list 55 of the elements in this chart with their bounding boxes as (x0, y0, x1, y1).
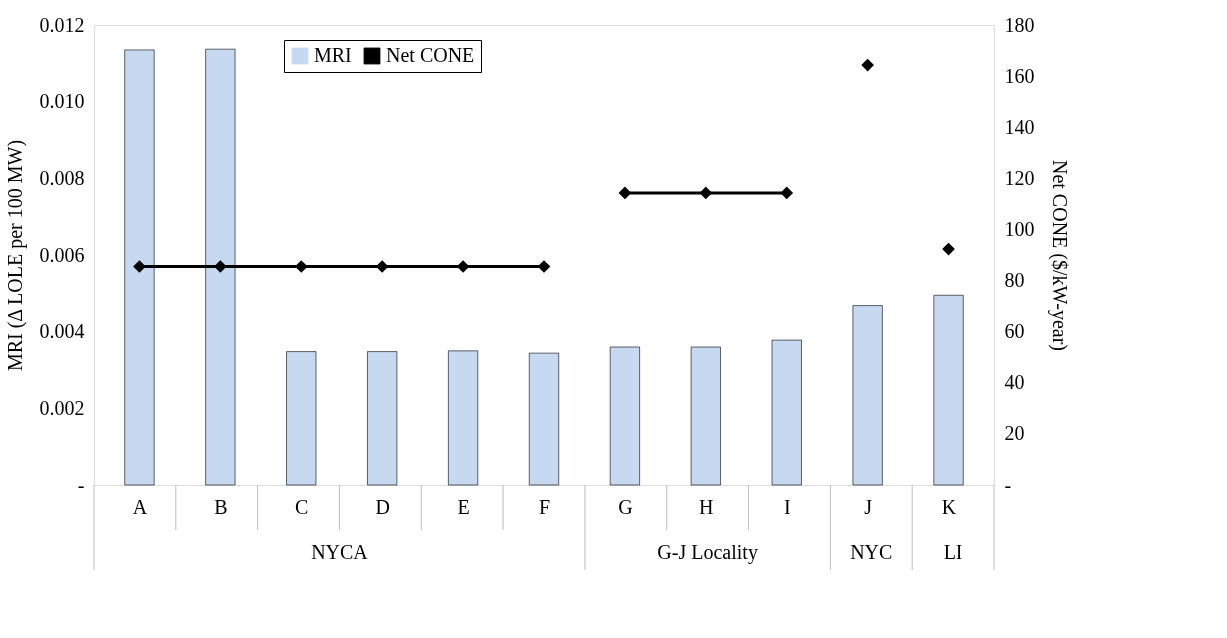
x-tick-label: H (699, 495, 714, 518)
text: NYC (850, 541, 893, 563)
point (375, 260, 389, 273)
point (133, 260, 146, 273)
point (942, 242, 955, 256)
y2-tick-label: 140 (1004, 115, 1035, 138)
y2-tick-label: 80 (1004, 269, 1025, 292)
y-axis-title: MRI (Δ LOLE per 100 MW) (3, 139, 27, 372)
text: NYCA (311, 541, 369, 563)
y-tick-label: 0.008 (39, 166, 85, 189)
bar (852, 305, 883, 486)
y2-tick-label: 40 (1004, 371, 1025, 394)
y2-tick-label: - (1004, 473, 1012, 496)
point (456, 260, 470, 273)
x-tick-label: K (941, 495, 957, 518)
legend-label: MRI (314, 44, 352, 66)
point (294, 260, 308, 273)
y2-tick-label: 60 (1004, 320, 1025, 343)
y2-axis-title: Net CONE ($/kW-year) (1047, 159, 1071, 352)
x-tick-label: A (132, 495, 148, 518)
bar (771, 339, 802, 486)
y2-tick-label: 20 (1004, 422, 1025, 445)
y-tick-label: 0.004 (39, 320, 85, 343)
bar (609, 346, 640, 486)
y2-tick-label: 100 (1004, 217, 1035, 240)
y-tick-label: 0.002 (39, 396, 85, 419)
legend-label: Net CONE (386, 44, 475, 66)
bar (367, 351, 398, 486)
point (780, 186, 794, 200)
x-tick-label: F (538, 495, 551, 518)
y-tick-label: - (77, 473, 85, 496)
y-tick-label: 0.006 (39, 243, 85, 266)
x-tick-label: J (864, 495, 873, 518)
bar (933, 294, 964, 486)
text: LI (943, 541, 963, 563)
point (618, 186, 632, 200)
x-tick-label: C (295, 495, 309, 518)
y2-tick-label: 120 (1004, 166, 1035, 189)
x-tick-label: G (618, 495, 633, 518)
bar (528, 352, 560, 486)
point (699, 186, 713, 200)
x-tick-label: I (783, 495, 791, 518)
y-tick-label: 0.012 (39, 13, 85, 36)
y2-tick-label: 180 (1004, 13, 1035, 36)
x-tick-label: D (375, 495, 390, 518)
text: G-J Locality (657, 541, 758, 564)
x-tick-label: E (457, 495, 470, 518)
y-tick-label: 0.010 (39, 90, 85, 113)
bar (286, 351, 317, 486)
bar (448, 350, 479, 486)
y2-tick-label: 160 (1004, 64, 1035, 87)
x-tick-label: B (214, 495, 228, 518)
bar (690, 346, 721, 486)
point (537, 260, 551, 273)
point (861, 58, 874, 72)
